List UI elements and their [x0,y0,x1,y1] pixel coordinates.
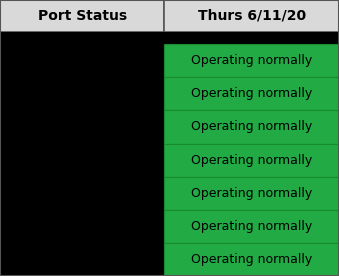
Bar [0,77,164,110]
Text: Operating normally: Operating normally [191,253,312,266]
Bar [164,210,339,243]
Text: Operating normally: Operating normally [191,220,312,233]
Text: Operating normally: Operating normally [191,87,312,100]
Bar [0,0,164,32]
Text: Operating normally: Operating normally [191,187,312,200]
Bar [164,243,339,276]
Bar [0,144,164,177]
Bar [164,0,339,32]
Text: Thurs 6/11/20: Thurs 6/11/20 [198,9,306,23]
Text: Operating normally: Operating normally [191,54,312,67]
Bar [164,110,339,144]
Bar [0,32,339,44]
Bar [164,44,339,77]
Text: Operating normally: Operating normally [191,120,312,134]
Bar [0,177,164,210]
Bar [0,110,164,144]
Text: Operating normally: Operating normally [191,153,312,167]
Text: Port Status: Port Status [38,9,127,23]
Bar [164,177,339,210]
Bar [164,77,339,110]
Bar [0,243,164,276]
Bar [0,44,164,77]
Bar [0,210,164,243]
Bar [164,144,339,177]
